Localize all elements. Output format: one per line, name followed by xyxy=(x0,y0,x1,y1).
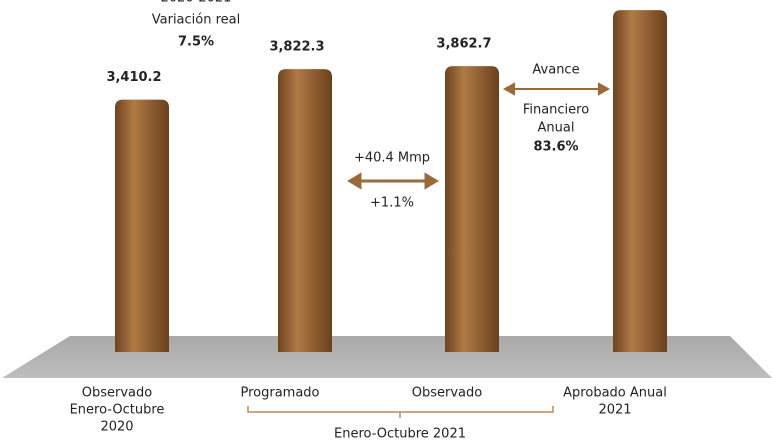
variation-note: 2020-2021 xyxy=(161,0,232,6)
bar xyxy=(115,99,169,352)
progress-note: 83.6% xyxy=(533,140,578,155)
difference-note: +40.4 Mmp xyxy=(354,151,430,166)
bar xyxy=(278,69,332,352)
x-tick-label: Aprobado Anual xyxy=(563,386,667,401)
x-tick-label: 2020 xyxy=(100,420,133,435)
x-tick-label: Observado xyxy=(82,386,153,401)
value-label: 3,862.7 xyxy=(436,37,491,52)
progress-note: Avance xyxy=(532,63,579,78)
progress-note: Financiero xyxy=(523,103,589,118)
group-bracket xyxy=(247,406,554,418)
value-label: 3,822.3 xyxy=(269,40,324,55)
x-tick-label: Observado xyxy=(412,386,483,401)
x-tick-label: Enero-Octubre xyxy=(70,403,165,418)
arrow xyxy=(347,172,439,190)
arrow xyxy=(502,82,611,96)
difference-note: +1.1% xyxy=(370,196,414,211)
variation-note: 7.5% xyxy=(178,35,214,50)
bar xyxy=(613,10,667,352)
progress-note: Anual xyxy=(538,121,575,136)
floor xyxy=(2,336,772,378)
value-label: 3,410.2 xyxy=(106,70,161,85)
bar xyxy=(445,66,499,352)
variation-note: Variación real xyxy=(152,13,241,28)
group-label: Enero-Octubre 2021 xyxy=(334,427,466,442)
x-tick-label: Programado xyxy=(240,386,319,401)
x-tick-label: 2021 xyxy=(598,403,631,418)
